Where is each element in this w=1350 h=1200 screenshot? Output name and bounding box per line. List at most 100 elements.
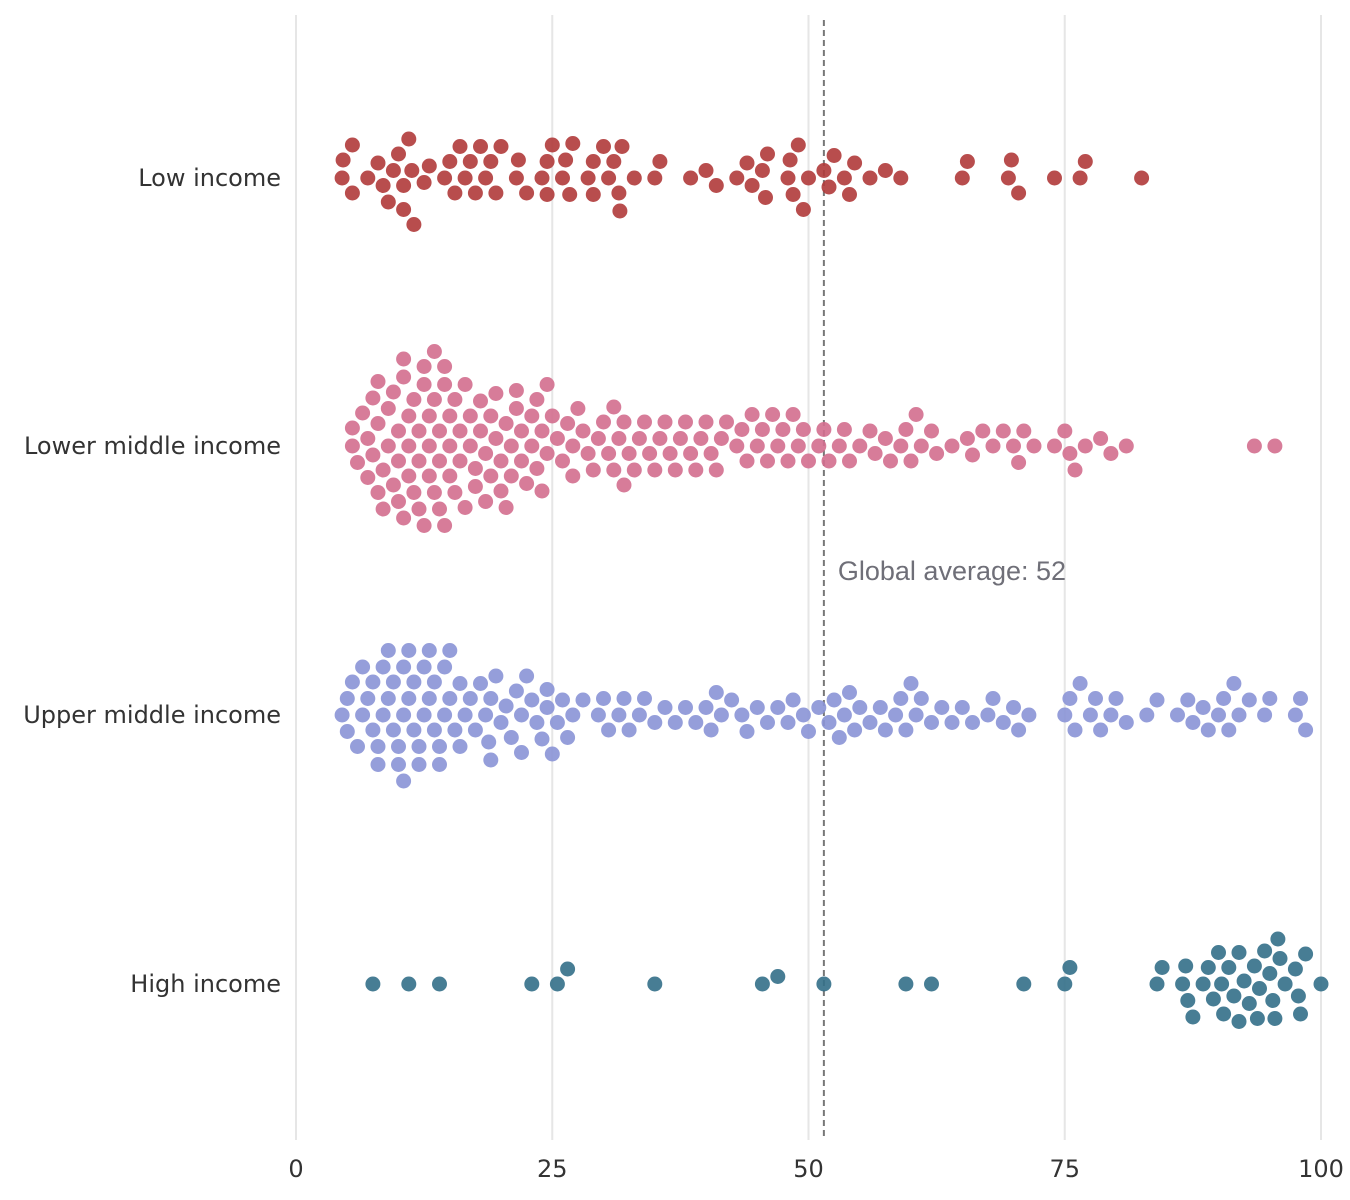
data-point-high-income-17 bbox=[1175, 976, 1191, 992]
data-point-high-income-5 bbox=[560, 961, 576, 977]
data-point-upper-middle-income-12 bbox=[375, 707, 391, 723]
data-point-upper-middle-income-147 bbox=[1231, 707, 1247, 723]
data-point-lower-middle-income-25 bbox=[401, 468, 417, 484]
data-point-lower-middle-income-44 bbox=[437, 359, 453, 374]
data-point-upper-middle-income-31 bbox=[421, 691, 437, 706]
data-point-upper-middle-income-107 bbox=[872, 700, 888, 715]
data-point-low-income-52 bbox=[683, 170, 699, 186]
data-point-lower-middle-income-19 bbox=[391, 494, 406, 509]
data-point-lower-middle-income-151 bbox=[898, 422, 914, 437]
data-point-upper-middle-income-85 bbox=[703, 722, 719, 738]
data-point-lower-middle-income-22 bbox=[396, 351, 412, 367]
data-point-upper-middle-income-51 bbox=[483, 752, 499, 768]
data-point-upper-middle-income-38 bbox=[437, 659, 453, 675]
data-point-upper-middle-income-110 bbox=[893, 691, 909, 706]
data-point-lower-middle-income-161 bbox=[985, 438, 1001, 454]
data-point-high-income-40 bbox=[1270, 931, 1286, 947]
data-point-high-income-10 bbox=[898, 976, 914, 992]
data-point-upper-middle-income-53 bbox=[493, 715, 509, 730]
data-point-lower-middle-income-112 bbox=[662, 446, 678, 461]
data-point-low-income-73 bbox=[862, 170, 878, 186]
data-point-upper-middle-income-63 bbox=[539, 700, 555, 715]
data-point-low-income-50 bbox=[647, 170, 663, 186]
data-point-low-income-9 bbox=[391, 146, 406, 162]
data-point-lower-middle-income-84 bbox=[539, 446, 555, 461]
data-point-upper-middle-income-135 bbox=[1118, 715, 1134, 730]
data-point-lower-middle-income-58 bbox=[467, 479, 483, 494]
data-point-low-income-83 bbox=[1077, 154, 1093, 169]
data-point-lower-middle-income-110 bbox=[652, 431, 668, 446]
data-point-low-income-61 bbox=[780, 170, 796, 186]
data-point-upper-middle-income-111 bbox=[898, 722, 914, 738]
data-point-upper-middle-income-94 bbox=[780, 715, 796, 730]
data-point-upper-middle-income-46 bbox=[467, 722, 483, 738]
data-point-low-income-64 bbox=[790, 137, 806, 153]
data-point-lower-middle-income-121 bbox=[708, 462, 724, 478]
data-point-high-income-22 bbox=[1200, 960, 1216, 975]
data-point-lower-middle-income-74 bbox=[508, 383, 524, 398]
data-point-high-income-14 bbox=[1062, 960, 1078, 975]
data-point-upper-middle-income-112 bbox=[903, 676, 919, 691]
category-label-upper-middle-income: Upper middle income bbox=[23, 701, 281, 729]
data-point-lower-middle-income-32 bbox=[416, 359, 432, 374]
data-point-upper-middle-income-55 bbox=[503, 730, 519, 745]
data-point-upper-middle-income-100 bbox=[826, 692, 842, 708]
data-point-lower-middle-income-7 bbox=[365, 390, 381, 406]
data-point-upper-middle-income-57 bbox=[514, 707, 529, 723]
data-point-low-income-49 bbox=[626, 170, 642, 186]
data-point-lower-middle-income-0 bbox=[344, 438, 360, 454]
data-point-upper-middle-income-132 bbox=[1093, 722, 1109, 738]
data-point-upper-middle-income-3 bbox=[344, 674, 360, 690]
data-point-low-income-26 bbox=[483, 154, 499, 169]
data-point-upper-middle-income-75 bbox=[616, 691, 632, 706]
data-point-high-income-29 bbox=[1231, 945, 1247, 960]
data-point-lower-middle-income-51 bbox=[452, 423, 468, 439]
data-point-lower-middle-income-152 bbox=[903, 453, 919, 469]
data-point-low-income-41 bbox=[585, 154, 601, 169]
data-point-low-income-14 bbox=[406, 217, 422, 232]
data-point-upper-middle-income-151 bbox=[1287, 707, 1303, 723]
data-point-low-income-3 bbox=[344, 137, 360, 153]
data-point-upper-middle-income-95 bbox=[785, 692, 801, 708]
data-point-low-income-29 bbox=[508, 170, 524, 186]
data-point-lower-middle-income-73 bbox=[508, 401, 524, 416]
data-point-lower-middle-income-2 bbox=[350, 455, 365, 470]
data-point-lower-middle-income-165 bbox=[1016, 423, 1032, 439]
data-point-lower-middle-income-166 bbox=[1026, 438, 1042, 454]
data-point-upper-middle-income-109 bbox=[888, 707, 904, 723]
data-point-upper-middle-income-43 bbox=[452, 739, 468, 754]
data-point-high-income-19 bbox=[1180, 993, 1196, 1008]
x-tick-label-25: 25 bbox=[537, 1155, 568, 1183]
data-point-high-income-4 bbox=[549, 976, 565, 992]
data-point-low-income-75 bbox=[893, 170, 909, 186]
data-point-lower-middle-income-20 bbox=[396, 369, 412, 385]
data-point-lower-middle-income-24 bbox=[401, 408, 417, 424]
data-point-lower-middle-income-72 bbox=[503, 468, 519, 484]
data-point-lower-middle-income-53 bbox=[457, 377, 473, 392]
data-point-lower-middle-income-62 bbox=[478, 494, 494, 509]
data-point-low-income-65 bbox=[795, 202, 811, 217]
data-point-lower-middle-income-140 bbox=[816, 422, 832, 437]
data-point-lower-middle-income-148 bbox=[877, 431, 893, 446]
data-point-upper-middle-income-148 bbox=[1241, 692, 1257, 708]
data-point-lower-middle-income-149 bbox=[883, 453, 898, 469]
data-point-upper-middle-income-104 bbox=[847, 722, 863, 738]
data-point-upper-middle-income-41 bbox=[447, 722, 463, 738]
category-labels: Low income Lower middle income Upper middl… bbox=[23, 164, 281, 998]
data-point-upper-middle-income-113 bbox=[908, 707, 924, 723]
data-point-upper-middle-income-87 bbox=[713, 707, 729, 723]
data-point-lower-middle-income-130 bbox=[760, 453, 775, 469]
data-point-lower-middle-income-61 bbox=[478, 446, 494, 461]
x-tick-label-100: 100 bbox=[1298, 1155, 1344, 1183]
data-point-lower-middle-income-67 bbox=[493, 453, 509, 469]
data-point-low-income-12 bbox=[401, 131, 417, 147]
data-point-lower-middle-income-42 bbox=[432, 501, 447, 517]
data-point-lower-middle-income-176 bbox=[1267, 438, 1283, 454]
category-label-low-income: Low income bbox=[138, 164, 281, 192]
data-point-upper-middle-income-123 bbox=[1006, 700, 1021, 715]
data-point-low-income-22 bbox=[462, 154, 478, 169]
data-point-upper-middle-income-62 bbox=[534, 731, 550, 747]
data-point-upper-middle-income-78 bbox=[637, 691, 652, 706]
data-point-low-income-80 bbox=[1011, 185, 1027, 201]
data-point-upper-middle-income-80 bbox=[657, 700, 673, 715]
